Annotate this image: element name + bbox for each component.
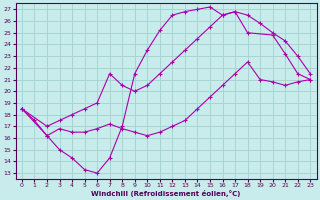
X-axis label: Windchill (Refroidissement éolien,°C): Windchill (Refroidissement éolien,°C)	[92, 190, 241, 197]
